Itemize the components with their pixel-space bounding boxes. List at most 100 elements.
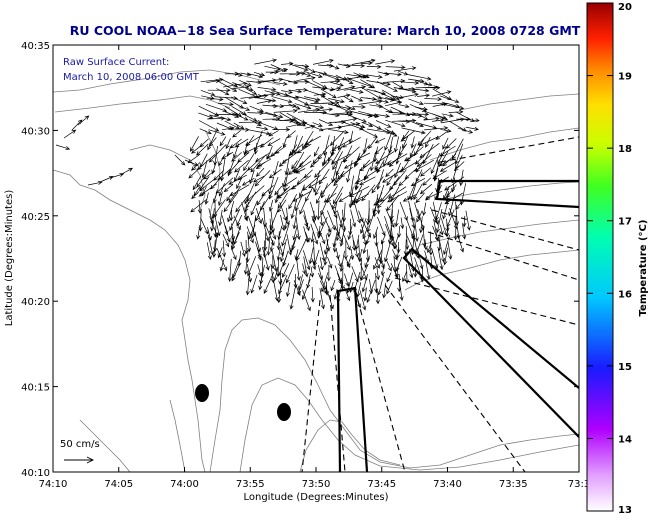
current-vector [441, 113, 454, 118]
current-vector [314, 161, 330, 178]
current-vector [393, 136, 400, 153]
current-vector [385, 65, 406, 70]
current-vector [264, 65, 281, 71]
current-vector [347, 225, 353, 241]
current-vector [462, 215, 467, 228]
current-vector [386, 191, 408, 203]
current-vector [319, 242, 326, 262]
current-vector [345, 113, 367, 123]
current-vector [319, 288, 325, 310]
depth-contour-8 [459, 93, 579, 111]
annotation-line-2: March 10, 2008 06:00 GMT [63, 72, 200, 83]
current-vector [313, 146, 320, 157]
current-vector [440, 103, 465, 110]
current-vector [285, 264, 295, 284]
current-vector [342, 233, 351, 251]
current-vector [361, 218, 371, 239]
current-vector [268, 199, 274, 212]
current-vector [248, 225, 256, 241]
current-vector [359, 128, 379, 138]
y-axis: 40:35 40:30 40:25 40:20 40:15 40:10 [21, 41, 579, 479]
current-vector [281, 61, 294, 66]
range-line-3 [431, 209, 579, 251]
current-vector [323, 239, 329, 255]
range-line-6 [384, 284, 526, 472]
current-vector [210, 208, 215, 232]
current-vector [302, 250, 311, 271]
current-vector [340, 166, 353, 178]
current-vector [278, 242, 285, 257]
coastline-north [53, 69, 281, 93]
current-vector [310, 223, 319, 245]
current-vector [245, 271, 250, 296]
current-vector [303, 215, 309, 228]
current-vector [415, 169, 423, 183]
current-vector [250, 274, 258, 294]
current-vector [304, 135, 321, 145]
current-vector [201, 160, 208, 179]
current-vector [196, 154, 216, 171]
current-vector [346, 255, 352, 267]
current-vector [263, 271, 275, 295]
current-vector [445, 184, 457, 199]
current-vector [258, 273, 263, 291]
colorbar-tick-label: 18 [618, 144, 632, 155]
current-vector [435, 209, 443, 234]
current-vector [281, 90, 293, 95]
colorbar-tick-label: 17 [618, 217, 632, 228]
current-vector [196, 169, 211, 188]
current-vector [313, 92, 327, 97]
current-vector [320, 272, 329, 293]
current-vector [232, 127, 250, 132]
current-vector [385, 258, 392, 272]
current-vector [247, 160, 258, 171]
current-vector [231, 72, 243, 77]
current-vector [465, 126, 479, 131]
current-vector [330, 153, 351, 165]
current-vector [350, 249, 355, 261]
current-vector [295, 240, 307, 262]
current-vector [245, 134, 263, 146]
current-vector [415, 106, 428, 111]
current-vector [200, 77, 224, 83]
current-vector [465, 210, 471, 231]
current-vector [244, 239, 249, 255]
current-vector [198, 105, 220, 117]
current-vector [274, 185, 283, 196]
current-vector [348, 186, 354, 209]
current-vector [437, 248, 444, 271]
current-vector [240, 112, 258, 122]
current-vector [303, 209, 310, 232]
current-vector [55, 144, 71, 151]
current-vector [374, 272, 379, 294]
current-vector [353, 240, 359, 258]
current-vector [366, 208, 371, 226]
current-vector [208, 129, 226, 136]
depth-contour-9 [79, 419, 131, 472]
current-vector [331, 192, 343, 210]
current-vector [374, 257, 380, 269]
current-vector [276, 231, 281, 251]
current-vector [288, 103, 301, 110]
current-vector [223, 191, 239, 213]
current-vector [305, 232, 310, 243]
current-vector [257, 247, 262, 259]
current-vector [282, 137, 287, 148]
current-vector [414, 154, 426, 165]
current-vector [271, 250, 278, 272]
current-vector [439, 145, 456, 157]
current-vector [292, 226, 298, 241]
current-vector [413, 137, 425, 157]
current-vector [326, 264, 331, 282]
colorbar-label: Temperature (°C) [638, 220, 649, 317]
current-vector [279, 239, 287, 263]
current-vector [289, 63, 309, 72]
current-vector [310, 231, 315, 243]
current-vector [310, 286, 315, 303]
current-vector [196, 143, 209, 156]
current-vector [302, 289, 311, 312]
chart-title: RU COOL NOAA−18 Sea Surface Temperature:… [70, 23, 581, 38]
current-vector [343, 95, 354, 103]
current-vector [246, 80, 263, 85]
current-vector [292, 190, 312, 202]
